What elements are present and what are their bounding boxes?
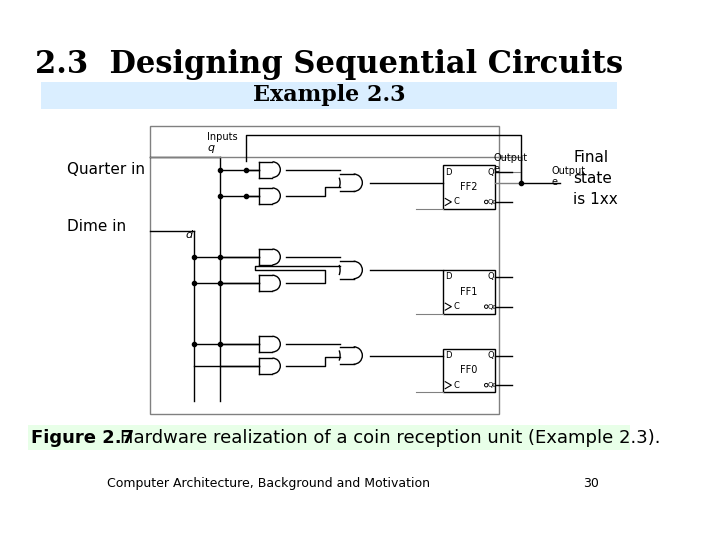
Text: FF0: FF0 <box>460 366 477 375</box>
Text: C: C <box>453 302 459 311</box>
Text: D: D <box>445 273 451 281</box>
Text: Qc: Qc <box>488 382 498 388</box>
Text: Quarter in: Quarter in <box>68 162 145 177</box>
Text: Example 2.3: Example 2.3 <box>253 84 405 106</box>
Text: Qc: Qc <box>488 303 498 309</box>
Text: Output
e: Output e <box>493 153 527 174</box>
Text: Q: Q <box>488 168 495 177</box>
Bar <box>443 270 495 314</box>
Text: Q: Q <box>488 351 495 360</box>
Text: Hardware realization of a coin reception unit (Example 2.3).: Hardware realization of a coin reception… <box>120 429 660 447</box>
Text: Figure 2.7: Figure 2.7 <box>31 429 134 447</box>
FancyBboxPatch shape <box>28 426 630 450</box>
Text: C: C <box>453 198 459 206</box>
Text: Q: Q <box>488 273 495 281</box>
Text: D: D <box>445 351 451 360</box>
Text: D: D <box>445 168 451 177</box>
Text: 2.3  Designing Sequential Circuits: 2.3 Designing Sequential Circuits <box>35 50 624 80</box>
Bar <box>443 348 495 392</box>
Text: Final
state
is 1xx: Final state is 1xx <box>574 150 618 207</box>
Text: q: q <box>207 143 214 153</box>
Text: Output
e: Output e <box>552 166 586 187</box>
Text: Inputs: Inputs <box>207 132 238 143</box>
Text: FF2: FF2 <box>460 182 477 192</box>
Text: Qc: Qc <box>488 199 498 205</box>
Bar <box>443 165 495 209</box>
Text: 30: 30 <box>583 477 599 490</box>
Text: C: C <box>453 381 459 390</box>
Bar <box>150 126 500 414</box>
Text: d: d <box>185 230 192 240</box>
Text: Dime in: Dime in <box>68 219 127 234</box>
Text: FF1: FF1 <box>460 287 477 297</box>
Text: Computer Architecture, Background and Motivation: Computer Architecture, Background and Mo… <box>107 477 430 490</box>
FancyBboxPatch shape <box>41 83 617 109</box>
